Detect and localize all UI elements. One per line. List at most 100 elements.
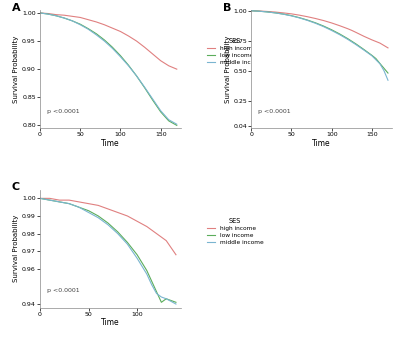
middle income xyxy=(144,272,149,276)
Legend: high income, low income, middle income: high income, low income, middle income xyxy=(205,216,265,247)
Line: high income: high income xyxy=(40,198,176,255)
X-axis label: Time: Time xyxy=(312,139,331,148)
high income xyxy=(265,9,270,14)
high income xyxy=(86,18,91,22)
high income xyxy=(174,253,178,257)
high income xyxy=(38,196,42,200)
low income xyxy=(273,11,278,15)
low income xyxy=(46,12,50,16)
high income xyxy=(135,219,140,223)
middle income xyxy=(329,28,334,32)
low income xyxy=(297,16,302,20)
middle income xyxy=(305,18,310,22)
high income xyxy=(78,16,83,20)
low income xyxy=(166,119,171,123)
high income xyxy=(273,10,278,14)
Line: middle income: middle income xyxy=(40,198,176,304)
Text: p <0.0001: p <0.0001 xyxy=(47,109,80,114)
low income xyxy=(76,205,81,209)
middle income xyxy=(257,9,262,13)
low income xyxy=(265,10,270,14)
high income xyxy=(54,13,58,17)
low income xyxy=(378,62,382,66)
middle income xyxy=(154,291,159,295)
middle income xyxy=(102,39,107,43)
high income xyxy=(106,207,110,211)
low income xyxy=(174,300,178,304)
Text: p <0.0001: p <0.0001 xyxy=(258,109,291,114)
Text: C: C xyxy=(12,183,20,192)
high income xyxy=(142,45,147,49)
low income xyxy=(67,201,72,206)
middle income xyxy=(353,43,358,47)
high income xyxy=(96,203,101,208)
X-axis label: Time: Time xyxy=(101,139,120,148)
middle income xyxy=(370,54,374,58)
Line: middle income: middle income xyxy=(40,13,177,124)
high income xyxy=(297,13,302,17)
middle income xyxy=(46,12,50,16)
high income xyxy=(67,198,72,202)
high income xyxy=(46,11,50,16)
middle income xyxy=(125,242,130,246)
low income xyxy=(150,98,155,102)
middle income xyxy=(38,196,42,200)
high income xyxy=(370,38,374,42)
middle income xyxy=(378,62,382,66)
high income xyxy=(329,21,334,25)
high income xyxy=(86,201,91,206)
low income xyxy=(158,110,163,114)
high income xyxy=(281,11,286,15)
high income xyxy=(150,52,155,56)
high income xyxy=(70,14,74,18)
low income xyxy=(126,63,131,67)
middle income xyxy=(166,118,171,122)
middle income xyxy=(281,12,286,16)
Y-axis label: Survival Probability: Survival Probability xyxy=(224,35,230,103)
low income xyxy=(57,200,62,204)
low income xyxy=(78,22,83,26)
high income xyxy=(378,41,382,45)
high income xyxy=(353,30,358,34)
high income xyxy=(94,20,99,24)
low income xyxy=(329,28,334,32)
middle income xyxy=(47,198,52,202)
middle income xyxy=(86,211,91,215)
X-axis label: Time: Time xyxy=(101,318,120,327)
middle income xyxy=(142,85,147,89)
high income xyxy=(349,28,354,32)
low income xyxy=(115,230,120,234)
middle income xyxy=(70,19,74,23)
Line: low income: low income xyxy=(40,198,176,302)
high income xyxy=(257,9,262,13)
high income xyxy=(166,64,171,68)
high income xyxy=(313,17,318,21)
low income xyxy=(118,54,123,58)
low income xyxy=(164,297,169,301)
middle income xyxy=(249,9,254,13)
low income xyxy=(257,9,262,13)
high income xyxy=(305,15,310,19)
low income xyxy=(321,24,326,28)
middle income xyxy=(150,97,155,101)
middle income xyxy=(38,11,42,15)
low income xyxy=(102,38,107,42)
low income xyxy=(337,32,342,36)
low income xyxy=(38,196,42,200)
Line: high income: high income xyxy=(251,11,388,48)
high income xyxy=(337,24,342,28)
low income xyxy=(96,214,101,218)
low income xyxy=(149,279,154,283)
high income xyxy=(174,67,179,71)
low income xyxy=(110,45,115,49)
middle income xyxy=(54,14,58,18)
high income xyxy=(47,196,52,200)
middle income xyxy=(321,25,326,29)
high income xyxy=(249,9,254,13)
low income xyxy=(313,21,318,25)
high income xyxy=(144,224,149,228)
middle income xyxy=(386,78,390,82)
Line: high income: high income xyxy=(40,13,177,69)
middle income xyxy=(96,216,101,220)
Line: low income: low income xyxy=(40,13,177,125)
